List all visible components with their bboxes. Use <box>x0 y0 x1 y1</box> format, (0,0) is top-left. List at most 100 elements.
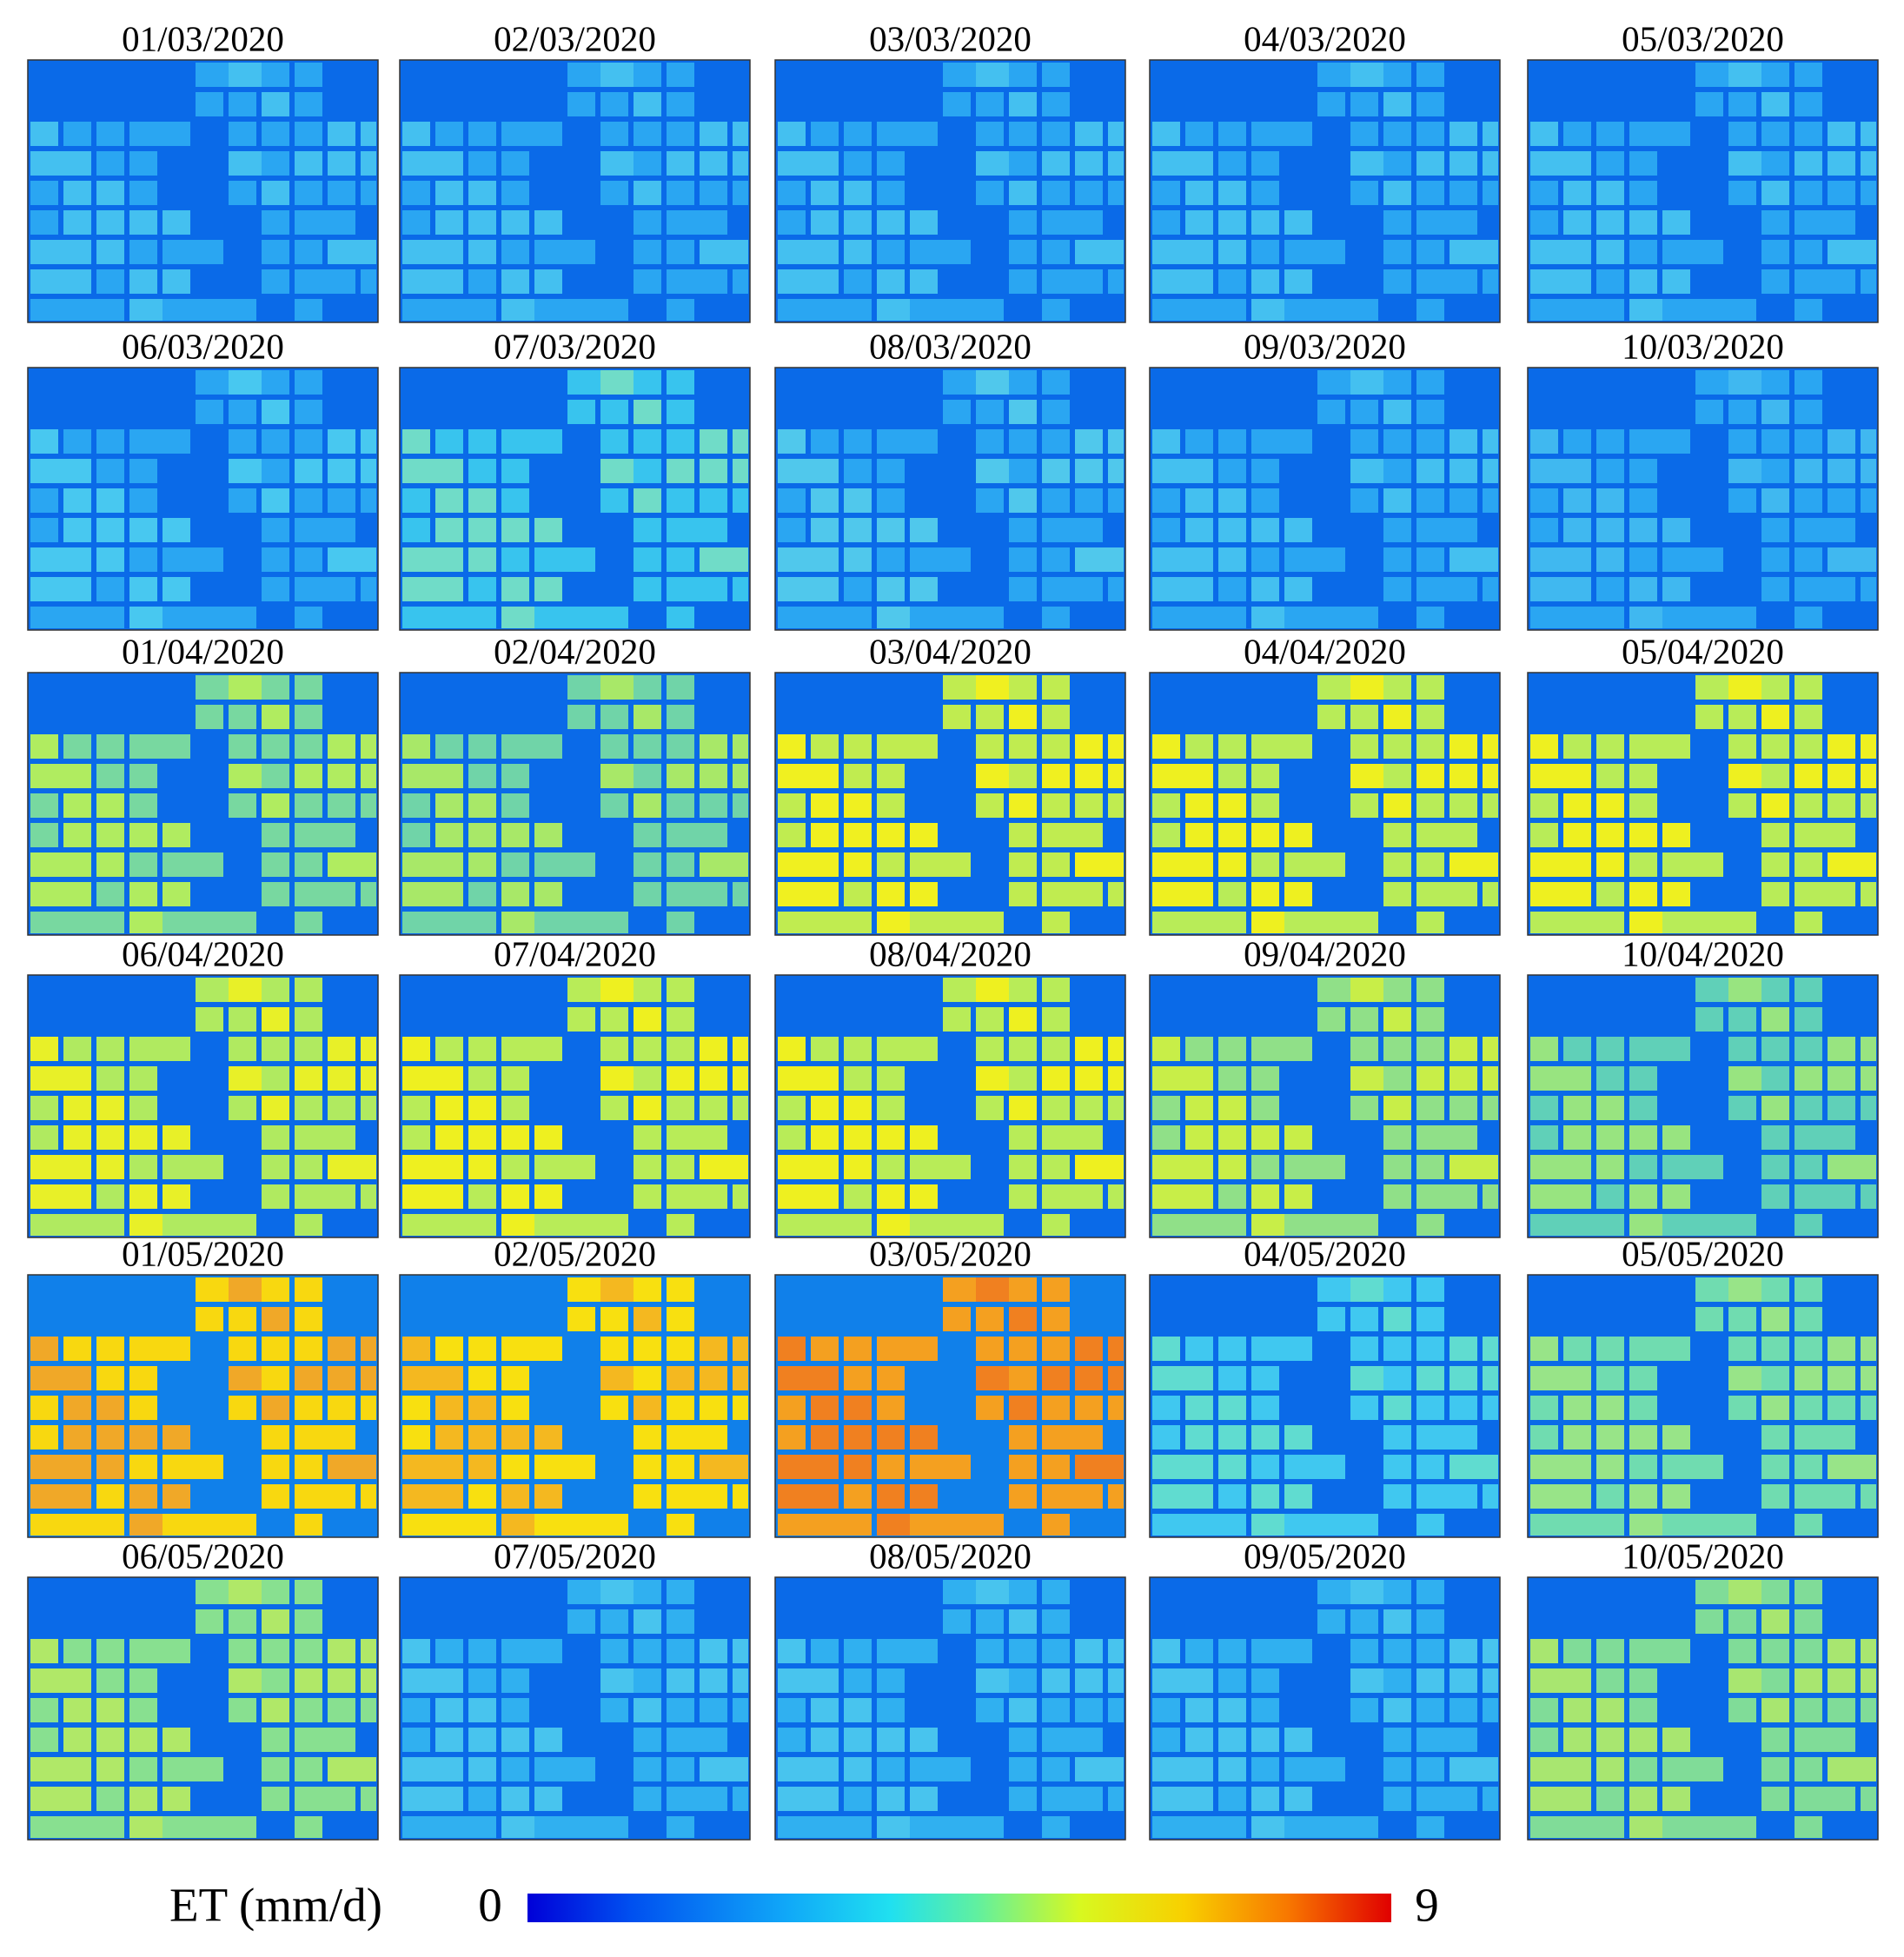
field <box>778 1639 806 1663</box>
field <box>196 1214 256 1236</box>
field <box>1629 852 1657 877</box>
field <box>1563 577 1591 601</box>
field <box>96 764 124 788</box>
field <box>435 1728 463 1752</box>
field <box>943 299 1004 321</box>
field <box>63 1037 91 1061</box>
field <box>1861 577 1876 601</box>
field <box>534 1787 562 1811</box>
field <box>1416 1366 1444 1390</box>
field <box>877 429 938 454</box>
field <box>1075 1037 1103 1061</box>
field <box>295 181 322 205</box>
field <box>196 1514 256 1536</box>
field <box>700 793 727 818</box>
field <box>501 488 529 513</box>
field <box>1042 1484 1103 1509</box>
field <box>1042 1609 1070 1634</box>
field <box>1728 1307 1756 1331</box>
field <box>262 210 289 235</box>
field <box>501 823 529 847</box>
field <box>910 577 938 601</box>
field <box>1450 151 1477 176</box>
field <box>1761 1066 1789 1091</box>
field <box>1530 488 1558 513</box>
field <box>361 181 376 205</box>
field <box>1483 181 1498 205</box>
field <box>1695 1214 1756 1236</box>
field <box>1596 1484 1624 1509</box>
field <box>634 1277 661 1302</box>
field <box>1383 1455 1411 1479</box>
field <box>1662 547 1723 572</box>
field <box>1828 429 1855 454</box>
field <box>96 1096 124 1120</box>
field <box>1075 793 1103 818</box>
field <box>1662 577 1690 601</box>
map-fields <box>778 1277 1124 1536</box>
field <box>295 429 322 454</box>
field <box>1383 400 1411 424</box>
field <box>295 1787 355 1811</box>
field <box>63 1184 91 1209</box>
field <box>1108 429 1124 454</box>
field <box>295 1455 322 1479</box>
field <box>844 734 872 759</box>
field <box>1185 547 1213 572</box>
field <box>262 92 289 116</box>
field <box>700 1698 727 1722</box>
field <box>1483 1037 1498 1061</box>
field <box>501 181 529 205</box>
field <box>844 269 872 294</box>
field <box>1251 429 1312 454</box>
field <box>1218 1337 1246 1361</box>
field <box>667 1757 694 1781</box>
field <box>976 1698 1004 1722</box>
field <box>129 852 157 877</box>
field <box>1662 852 1723 877</box>
field <box>295 1037 322 1061</box>
field <box>1728 1609 1756 1634</box>
field <box>1251 1096 1279 1120</box>
field <box>1042 882 1103 906</box>
field <box>163 269 190 294</box>
field <box>1251 1668 1279 1693</box>
panel-date: 09/03/2020 <box>1244 326 1406 366</box>
field <box>1629 1455 1657 1479</box>
field <box>295 1066 322 1091</box>
field <box>501 122 562 146</box>
field <box>877 1484 905 1509</box>
field <box>468 210 496 235</box>
field <box>328 1037 355 1061</box>
field <box>600 92 628 116</box>
field <box>129 1125 157 1150</box>
field <box>1009 400 1037 424</box>
field <box>844 1728 872 1752</box>
field <box>1563 1484 1591 1509</box>
panel-date: 07/03/2020 <box>494 326 656 366</box>
field <box>1596 1037 1624 1061</box>
field <box>129 1366 157 1390</box>
field <box>402 734 430 759</box>
field <box>1416 547 1444 572</box>
field <box>1152 518 1180 542</box>
field <box>262 1125 289 1150</box>
field <box>1350 1307 1378 1331</box>
field <box>501 734 562 759</box>
field <box>1795 181 1822 205</box>
field <box>1251 882 1279 906</box>
field <box>129 1455 157 1479</box>
field <box>1530 1096 1558 1120</box>
field <box>1596 1125 1624 1150</box>
field <box>1483 1668 1498 1693</box>
field <box>634 240 661 264</box>
field <box>1596 1728 1624 1752</box>
field <box>634 181 661 205</box>
field <box>1563 151 1591 176</box>
field <box>634 269 661 294</box>
field <box>844 1184 872 1209</box>
field <box>700 734 727 759</box>
field <box>501 1425 529 1450</box>
field <box>468 1787 496 1811</box>
field <box>1108 488 1124 513</box>
